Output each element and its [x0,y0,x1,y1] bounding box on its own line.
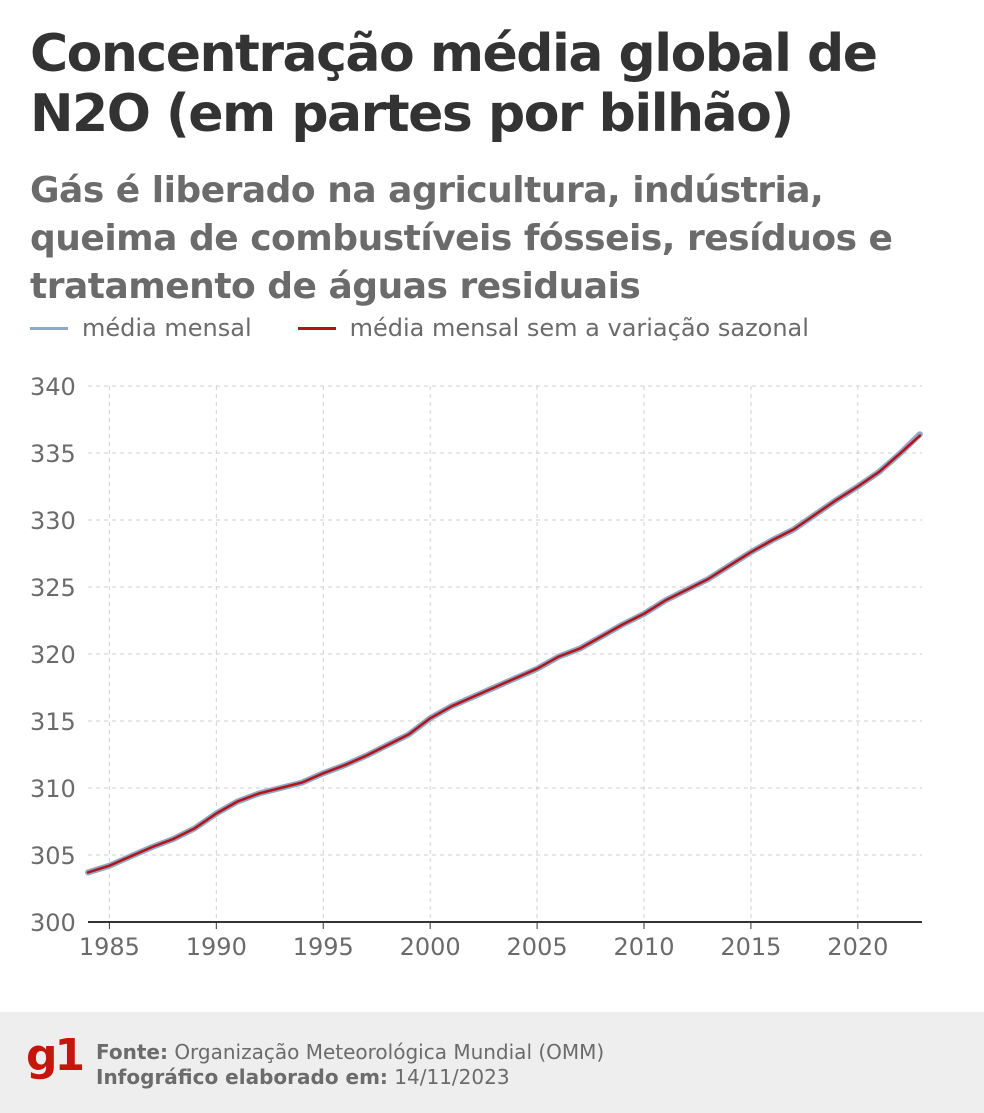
series-line-monthly [85,431,923,876]
x-tick-label-2005: 2005 [507,933,568,961]
x-tick-label-2000: 2000 [400,933,461,961]
source-value: Organização Meteorológica Mundial (OMM) [174,1040,605,1064]
line-chart: 300 305 310 315 320 325 330 335 340 1985 1990 1995 2… [30,373,923,961]
x-tick-label-1995: 1995 [293,933,354,961]
chart-title: Concentração média global de N2O (em par… [30,24,878,144]
g1-logo: g1 [26,1030,85,1081]
y-tick-label-305: 305 [30,842,76,870]
footer-credits: Fonte: Organização Meteorológica Mundial… [96,1040,604,1090]
x-tick-label-2015: 2015 [720,933,781,961]
y-tick-label-315: 315 [30,708,76,736]
chart-legend: média mensal média mensal sem a variação… [30,310,855,346]
legend-swatch-deseasonalized [297,326,336,330]
source-line: Fonte: Organização Meteorológica Mundial… [96,1040,604,1065]
x-tick-label-2010: 2010 [613,933,674,961]
chart-subtitle: Gás é liberado na agricultura, indústria… [30,170,893,307]
y-tick-label-330: 330 [30,507,76,535]
series-line-deseasonalized [86,434,922,874]
y-tick-label-325: 325 [30,574,76,602]
legend-label-monthly: média mensal [82,314,252,342]
y-tick-label-300: 300 [30,909,76,937]
x-tick-label-2020: 2020 [827,933,888,961]
y-tick-label-310: 310 [30,775,76,803]
y-tick-label-340: 340 [30,373,76,401]
legend-label-deseasonalized: média mensal sem a variação sazonal [349,314,809,342]
legend-item-deseasonalized: média mensal sem a variação sazonal [297,314,809,342]
x-tick-label-1990: 1990 [186,933,247,961]
date-line: Infográfico elaborado em: 14/11/2023 [96,1065,604,1090]
footer: g1 Fonte: Organização Meteorológica Mund… [0,1012,984,1113]
x-tick-label-1985: 1985 [79,933,140,961]
source-label: Fonte: [96,1040,168,1064]
legend-item-monthly: média mensal [30,314,252,342]
y-tick-label-320: 320 [30,641,76,669]
date-label: Infográfico elaborado em: [96,1065,388,1089]
date-value: 14/11/2023 [394,1065,510,1089]
legend-swatch-monthly [30,326,68,330]
y-tick-label-335: 335 [30,440,76,468]
